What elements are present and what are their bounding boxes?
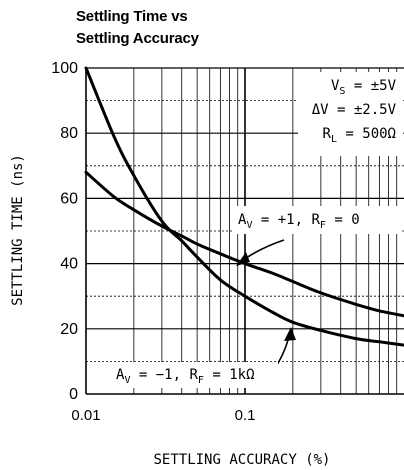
- y-tick-label-0: 0: [69, 386, 78, 403]
- chart-title-line-2: Settling Accuracy: [76, 30, 199, 47]
- x-tick-label-0.01: 0.01: [71, 407, 100, 424]
- chart-title: Settling Time vs Settling Accuracy: [76, 6, 199, 50]
- test-conditions: VS = ±5V ΔV = ±2.5V RL = 500Ω: [298, 72, 403, 156]
- chart-title-line-1: Settling Time vs: [76, 8, 188, 25]
- y-tick-label-40: 40: [60, 256, 78, 273]
- condition-dv: ΔV = ±2.5V: [312, 102, 397, 118]
- label-av-minus1: AV = −1, RF = 1kΩ: [116, 367, 255, 386]
- y-axis-label: SETTLING TIME (ns): [10, 154, 26, 306]
- label-av-plus1: AV = +1, RF = 0: [238, 212, 360, 231]
- arrow-av-minus1-head: [284, 327, 296, 341]
- series-1-line: [84, 170, 404, 318]
- y-tick-label-100: 100: [51, 60, 78, 77]
- y-tick-label-60: 60: [60, 190, 78, 207]
- annotation-arrows: [236, 239, 296, 373]
- y-tick-label-80: 80: [60, 125, 78, 142]
- condition-vs: VS = ±5V: [331, 78, 397, 97]
- series-0-line: [84, 66, 404, 347]
- curves: [84, 66, 404, 347]
- y-tick-label-20: 20: [60, 321, 78, 338]
- axes: [85, 67, 404, 395]
- x-tick-label-0.1: 0.1: [235, 407, 256, 424]
- arrow-av-plus1-head: [236, 252, 250, 266]
- x-axis-label: SETTLING ACCURACY (%): [153, 452, 330, 468]
- tick-labels: 0 20 40 60 80 100 0.01 0.1: [51, 60, 255, 424]
- condition-rl: RL = 500Ω: [323, 126, 396, 145]
